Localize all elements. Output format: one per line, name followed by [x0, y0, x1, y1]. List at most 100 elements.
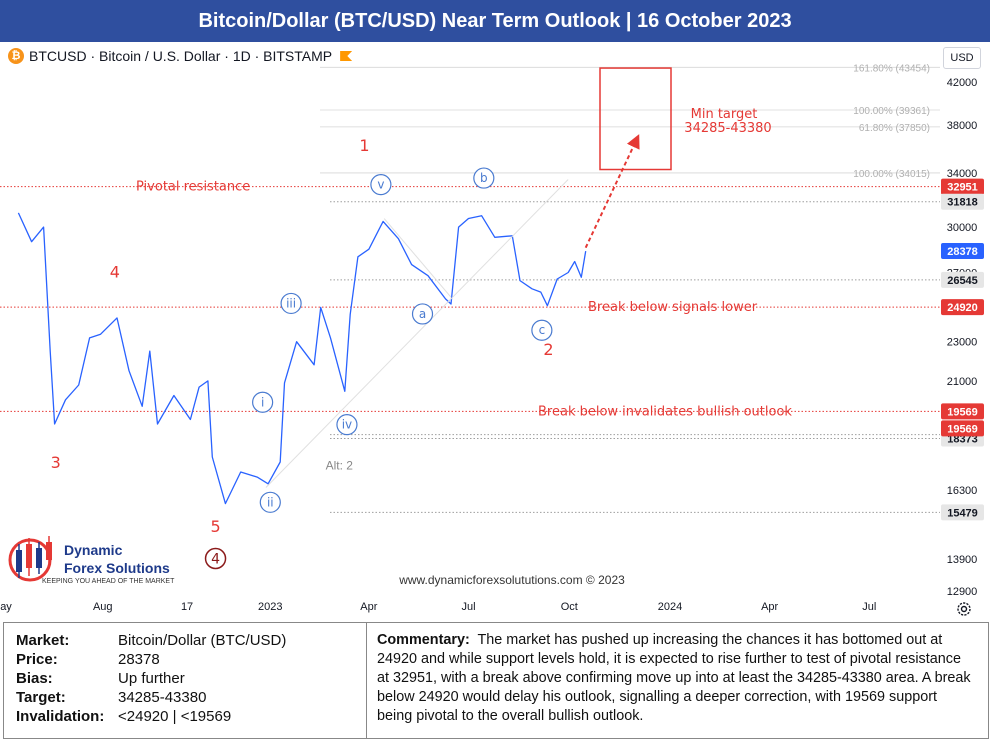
info-row-target: Target: 34285-43380 — [16, 688, 366, 707]
last-price-tag: 28378 — [947, 246, 978, 258]
trend-channel-line — [383, 218, 452, 298]
fib-level-label: 100.00% (39361) — [853, 106, 930, 117]
info-row-market: Market: Bitcoin/Dollar (BTC/USD) — [16, 631, 366, 650]
y-tick-label: 38000 — [947, 120, 978, 132]
summary-panel: Market: Bitcoin/Dollar (BTC/USD) Price: … — [3, 622, 989, 739]
x-tick-label: 2024 — [658, 601, 682, 613]
x-tick-label: Oct — [561, 601, 578, 613]
wave-circle — [336, 413, 358, 436]
settings-gear-icon[interactable] — [955, 600, 973, 618]
x-tick-label: Apr — [360, 601, 377, 613]
logo-tagline: KEEPING YOU AHEAD OF THE MARKET — [42, 578, 175, 585]
price-tag: 15479 — [947, 507, 978, 519]
price-tag: 31818 — [947, 197, 978, 209]
info-key: Invalidation: — [16, 708, 105, 725]
x-tick-label: Jul — [461, 601, 475, 613]
wave-label: 4 — [211, 551, 220, 567]
info-key: Market: — [16, 632, 70, 649]
wave-circle — [370, 174, 392, 196]
price-chart[interactable]: 4200038000340003000027000230002100016300… — [0, 42, 990, 622]
fib-level-label: 100.00% (34015) — [853, 169, 930, 180]
y-tick-label: 13900 — [947, 554, 978, 566]
wave-label: b — [480, 171, 488, 185]
y-tick-label: 23000 — [947, 337, 978, 349]
chart-area[interactable]: 4200038000340003000027000230002100016300… — [0, 42, 990, 622]
target-box — [599, 67, 672, 171]
wave-label: 5 — [210, 517, 220, 536]
wave-label: c — [539, 323, 546, 337]
target-range-label: 34285-43380 — [684, 121, 771, 136]
info-value: 34285-43380 — [118, 689, 207, 706]
y-tick-label: 30000 — [947, 222, 978, 234]
target-label: Min target — [691, 107, 758, 122]
info-key: Bias: — [16, 670, 53, 687]
price-tag: 19569 — [947, 406, 978, 418]
price-tag: 18373 — [947, 434, 978, 446]
wave-label: ii — [267, 495, 274, 509]
flag-icon[interactable] — [340, 51, 353, 61]
info-key: Price: — [16, 651, 58, 668]
price-tag-bg — [941, 420, 984, 437]
info-row-invalidation: Invalidation: <24920 | <19569 — [16, 707, 366, 726]
info-value: <24920 | <19569 — [118, 708, 232, 725]
bitcoin-icon: ₿ — [8, 48, 24, 64]
price-tag-bg — [941, 403, 984, 420]
commentary-box: Commentary: The market has pushed up inc… — [367, 623, 988, 738]
price-tag-bg — [941, 299, 984, 316]
logo-candles-icon — [8, 536, 52, 582]
fib-level-label: 161.80% (43454) — [853, 63, 930, 74]
wave-label: 3 — [51, 453, 61, 472]
fib-level-label: 61.80% (37850) — [859, 123, 930, 134]
wave-label: 2 — [543, 340, 553, 359]
price-tag: 32951 — [947, 182, 978, 194]
x-tick-label: 17 — [181, 601, 193, 613]
price-tag-bg — [941, 193, 984, 210]
price-tag-bg — [941, 271, 984, 288]
wave-label: i — [261, 395, 264, 409]
info-row-bias: Bias: Up further — [16, 669, 366, 688]
commentary-text: The market has pushed up increasing the … — [377, 632, 971, 724]
logo-name-line1: Dynamic — [64, 542, 123, 558]
x-tick-label: ay — [0, 601, 12, 613]
y-tick-label: 21000 — [947, 376, 978, 388]
wave-circle — [252, 391, 274, 413]
wave-label: 1 — [359, 136, 369, 155]
level-label: Break below invalidates bullish outlook — [538, 404, 792, 419]
price-tag: 24920 — [947, 302, 978, 314]
wave-label: 4 — [110, 262, 120, 281]
page-title: Bitcoin/Dollar (BTC/USD) Near Term Outlo… — [0, 0, 990, 42]
y-tick-label: 42000 — [947, 77, 978, 89]
price-tag-bg — [941, 504, 984, 521]
currency-button[interactable]: USD — [943, 47, 981, 69]
y-tick-label: 34000 — [947, 168, 978, 180]
price-tag: 19569 — [947, 423, 978, 435]
x-tick-label: Jul — [862, 601, 876, 613]
x-tick-label: Aug — [93, 601, 113, 613]
price-tag: 26545 — [947, 275, 978, 287]
wave-circle — [411, 303, 434, 325]
logo: Dynamic Forex Solutions KEEPING YOU AHEA… — [8, 532, 183, 590]
x-tick-label: Apr — [761, 601, 778, 613]
wave-circle — [259, 491, 281, 513]
info-key: Target: — [16, 689, 66, 706]
y-tick-label: 16300 — [947, 485, 978, 497]
price-tag-bg — [941, 178, 984, 195]
wave-circle — [204, 547, 227, 570]
info-value: Bitcoin/Dollar (BTC/USD) — [118, 632, 287, 649]
x-tick-label: 2023 — [258, 601, 282, 613]
info-value: 28378 — [118, 651, 160, 668]
level-label: Break below signals lower — [588, 300, 758, 315]
commentary-title: Commentary: — [377, 632, 470, 648]
info-row-price: Price: 28378 — [16, 650, 366, 669]
symbol-legend[interactable]: ₿ BTCUSD · Bitcoin / U.S. Dollar · 1D · … — [8, 48, 353, 64]
symbol-text: BTCUSD · Bitcoin / U.S. Dollar · 1D · BI… — [29, 48, 333, 64]
wave-label: Alt: 2 — [326, 458, 354, 472]
wave-label: a — [419, 307, 426, 321]
projection-arrow — [584, 134, 640, 249]
price-series-line — [17, 212, 587, 505]
wave-circle — [280, 292, 302, 315]
level-label: Pivotal resistance — [136, 180, 250, 195]
wave-circle — [531, 319, 553, 341]
wave-circle — [473, 167, 495, 189]
last-price-tag-bg — [941, 243, 984, 260]
